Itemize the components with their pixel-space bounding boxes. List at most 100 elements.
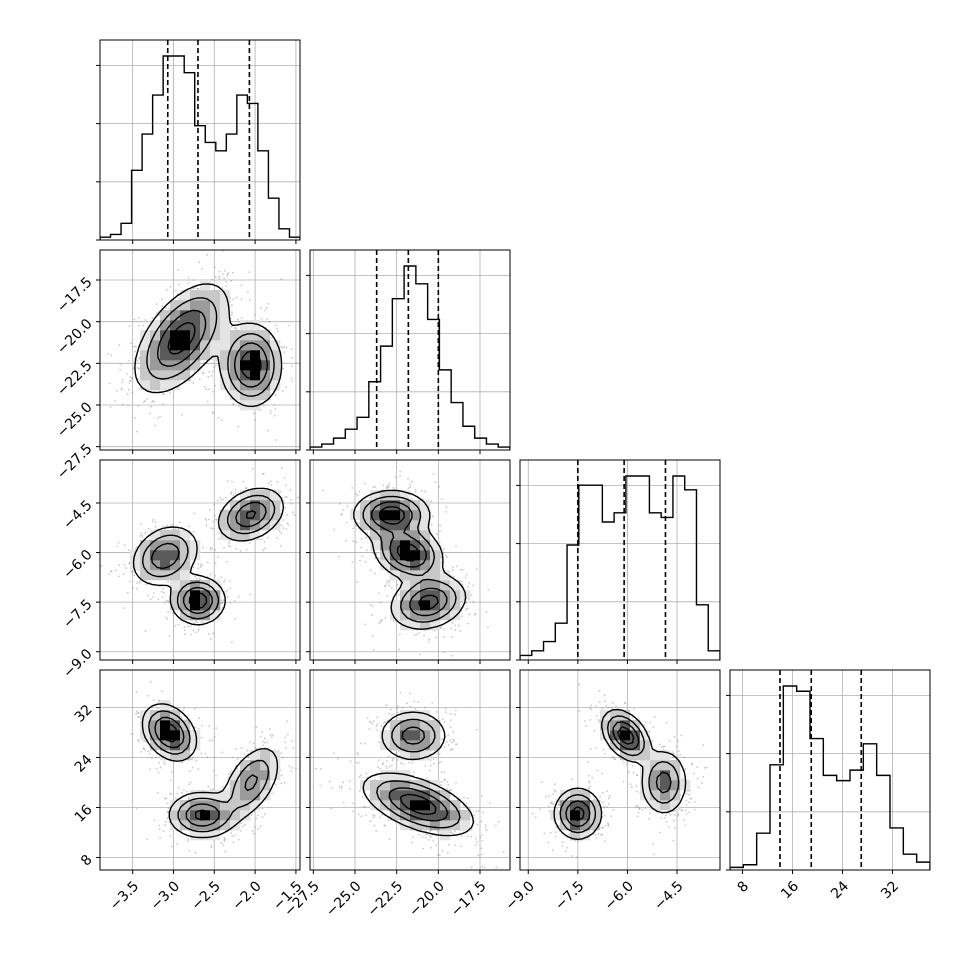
scatter-point — [231, 311, 233, 314]
density-cell — [390, 500, 401, 511]
scatter-point — [280, 466, 283, 469]
scatter-point — [231, 313, 233, 316]
scatter-point — [254, 419, 256, 421]
scatter-point — [137, 712, 140, 714]
scatter-point — [183, 789, 185, 791]
scatter-point — [369, 820, 372, 823]
scatter-point — [183, 629, 186, 632]
scatter-point — [130, 342, 133, 345]
scatter-point — [208, 739, 211, 742]
density-cell — [170, 800, 181, 811]
density-cell — [190, 300, 201, 311]
scatter-point — [256, 814, 259, 817]
density-cell — [220, 520, 231, 531]
scatter-point — [451, 569, 454, 572]
scatter-point — [200, 620, 203, 623]
density-cell — [210, 310, 221, 321]
scatter-point — [235, 748, 238, 751]
scatter-point — [135, 710, 138, 713]
density-cell — [270, 370, 281, 381]
scatter-point — [123, 543, 126, 546]
scatter-point — [210, 788, 212, 791]
density-cell — [220, 330, 231, 341]
panel-frame — [99, 39, 301, 241]
scatter-point — [152, 592, 155, 594]
scatter-point — [371, 614, 373, 617]
scatter-point — [428, 769, 431, 772]
scatter-point — [227, 272, 230, 275]
scatter-point — [164, 763, 166, 765]
scatter-point — [413, 770, 416, 773]
density-cell — [390, 540, 401, 551]
scatter-point — [191, 766, 194, 769]
scatter-point — [188, 783, 191, 786]
scatter-point — [382, 763, 384, 766]
scatter-point — [171, 612, 174, 615]
scatter-point — [141, 534, 144, 537]
scatter-point — [205, 519, 208, 522]
density-cell — [410, 510, 421, 521]
scatter-point — [162, 392, 164, 395]
scatter-point — [144, 399, 146, 402]
scatter-point — [280, 752, 283, 755]
density-cell — [240, 810, 251, 821]
scatter-point — [474, 613, 477, 616]
scatter-point — [402, 763, 405, 766]
scatter-point — [319, 768, 322, 770]
density-cell — [420, 510, 431, 521]
scatter-point — [430, 846, 433, 849]
scatter-point — [432, 839, 434, 842]
density-cell — [170, 560, 181, 571]
density-cell — [260, 390, 271, 401]
scatter-point — [128, 562, 131, 565]
scatter-point — [262, 744, 264, 747]
scatter-point — [138, 547, 141, 550]
scatter-point — [502, 850, 505, 853]
scatter-point — [187, 838, 190, 840]
scatter-point — [114, 569, 117, 572]
scatter-point — [364, 561, 367, 563]
scatter-point — [260, 306, 262, 309]
scatter-point — [443, 778, 445, 781]
scatter-point — [153, 424, 156, 427]
scatter-point — [208, 508, 211, 511]
scatter-point — [484, 826, 487, 829]
scatter-point — [446, 556, 448, 559]
scatter-point — [276, 327, 279, 330]
scatter-point — [121, 403, 124, 406]
scatter-point — [412, 836, 414, 838]
scatter-point — [205, 388, 207, 391]
scatter-point — [466, 607, 469, 610]
scatter-point — [228, 773, 230, 775]
scatter-point — [397, 750, 400, 753]
scatter-point — [281, 496, 284, 499]
scatter-point — [211, 411, 214, 414]
density-cell — [390, 530, 401, 541]
scatter-point — [228, 542, 231, 544]
scatter-point — [225, 281, 228, 283]
contour-line — [151, 501, 267, 615]
scatter-point — [235, 548, 238, 551]
density-cell — [180, 800, 191, 811]
scatter-point — [157, 417, 160, 420]
scatter-point — [232, 494, 235, 497]
scatter-point — [360, 546, 362, 549]
scatter-point — [420, 490, 423, 492]
density-cell — [250, 750, 261, 761]
density-cell — [240, 320, 251, 331]
scatter-point — [440, 784, 443, 786]
scatter-point — [213, 503, 216, 506]
scatter-point — [224, 579, 227, 582]
scatter-point — [202, 371, 205, 374]
scatter-point — [243, 753, 246, 756]
scatter-point — [118, 575, 120, 578]
scatter-point — [137, 712, 140, 715]
scatter-point — [133, 574, 136, 577]
scatter-point — [282, 346, 284, 349]
scatter-point — [169, 835, 172, 838]
scatter-point — [392, 486, 395, 489]
scatter-point — [351, 508, 354, 511]
scatter-point — [360, 815, 363, 818]
scatter-point — [202, 546, 205, 549]
density-cell — [370, 530, 381, 541]
